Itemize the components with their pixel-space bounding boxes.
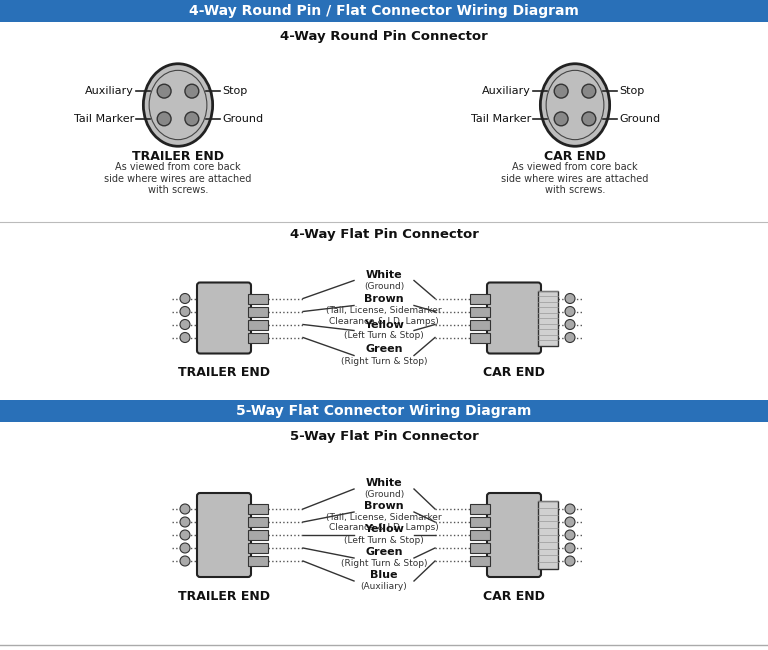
- Circle shape: [185, 84, 199, 98]
- Bar: [470, 320, 490, 330]
- Text: CAR END: CAR END: [483, 367, 545, 380]
- Text: Auxiliary: Auxiliary: [85, 86, 134, 96]
- Text: Ground: Ground: [619, 114, 660, 124]
- Text: Green: Green: [366, 344, 402, 354]
- Circle shape: [565, 504, 575, 514]
- Ellipse shape: [541, 64, 610, 146]
- Text: Brown: Brown: [364, 501, 404, 511]
- Text: (Right Turn & Stop): (Right Turn & Stop): [341, 559, 427, 568]
- Text: Auxiliary: Auxiliary: [482, 86, 531, 96]
- Bar: [470, 333, 490, 343]
- FancyBboxPatch shape: [487, 283, 541, 354]
- Bar: [248, 504, 268, 514]
- FancyBboxPatch shape: [197, 493, 251, 577]
- Bar: [248, 307, 268, 317]
- Circle shape: [554, 112, 568, 126]
- Circle shape: [582, 112, 596, 126]
- Text: White: White: [366, 270, 402, 280]
- Bar: [248, 320, 268, 330]
- Bar: [538, 501, 558, 569]
- Bar: [248, 543, 268, 553]
- Text: Yellow: Yellow: [364, 320, 404, 330]
- Text: (Ground): (Ground): [364, 490, 404, 499]
- FancyBboxPatch shape: [197, 283, 251, 354]
- Text: Brown: Brown: [364, 294, 404, 304]
- Circle shape: [185, 112, 199, 126]
- Circle shape: [565, 517, 575, 527]
- Circle shape: [582, 84, 596, 98]
- Circle shape: [180, 530, 190, 540]
- Circle shape: [180, 504, 190, 514]
- Bar: [248, 530, 268, 540]
- Circle shape: [565, 556, 575, 566]
- Text: CAR END: CAR END: [483, 590, 545, 603]
- Text: TRAILER END: TRAILER END: [178, 367, 270, 380]
- Text: Blue: Blue: [370, 570, 398, 580]
- Text: White: White: [366, 478, 402, 488]
- Bar: [470, 504, 490, 514]
- Text: 4-Way Flat Pin Connector: 4-Way Flat Pin Connector: [290, 228, 478, 241]
- Text: Ground: Ground: [222, 114, 263, 124]
- Bar: [470, 307, 490, 317]
- Text: Green: Green: [366, 547, 402, 557]
- Text: (Tail, License, Sidemarker
Clearance & I.D. Lamps): (Tail, License, Sidemarker Clearance & I…: [326, 513, 442, 532]
- Text: (Tail, License, Sidemarker
Clearance & I.D. Lamps): (Tail, License, Sidemarker Clearance & I…: [326, 307, 442, 326]
- Text: 4-Way Round Pin Connector: 4-Way Round Pin Connector: [280, 30, 488, 43]
- Bar: [470, 543, 490, 553]
- Circle shape: [565, 307, 575, 317]
- FancyBboxPatch shape: [487, 493, 541, 577]
- Circle shape: [180, 333, 190, 343]
- Circle shape: [554, 84, 568, 98]
- Bar: [248, 333, 268, 343]
- Text: CAR END: CAR END: [544, 150, 606, 163]
- Bar: [248, 556, 268, 566]
- Circle shape: [565, 530, 575, 540]
- Text: Tail Marker: Tail Marker: [471, 114, 531, 124]
- Text: (Ground): (Ground): [364, 281, 404, 291]
- Text: 4-Way Round Pin / Flat Connector Wiring Diagram: 4-Way Round Pin / Flat Connector Wiring …: [189, 4, 579, 18]
- Bar: [248, 294, 268, 304]
- Bar: [470, 530, 490, 540]
- Bar: [538, 291, 558, 346]
- Circle shape: [565, 543, 575, 553]
- Circle shape: [565, 320, 575, 330]
- Text: 5-Way Flat Connector Wiring Diagram: 5-Way Flat Connector Wiring Diagram: [237, 404, 531, 418]
- Text: TRAILER END: TRAILER END: [178, 590, 270, 603]
- Text: Stop: Stop: [222, 86, 247, 96]
- Circle shape: [180, 556, 190, 566]
- Text: (Left Turn & Stop): (Left Turn & Stop): [344, 536, 424, 545]
- Text: As viewed from core back
side where wires are attached
with screws.: As viewed from core back side where wire…: [502, 162, 649, 195]
- Circle shape: [180, 543, 190, 553]
- Circle shape: [180, 517, 190, 527]
- Text: (Left Turn & Stop): (Left Turn & Stop): [344, 332, 424, 341]
- Text: Yellow: Yellow: [364, 524, 404, 534]
- Text: Stop: Stop: [619, 86, 644, 96]
- Text: Tail Marker: Tail Marker: [74, 114, 134, 124]
- Circle shape: [157, 84, 171, 98]
- Circle shape: [180, 307, 190, 317]
- Bar: [470, 517, 490, 527]
- Bar: [248, 517, 268, 527]
- Text: (Auxiliary): (Auxiliary): [361, 582, 407, 591]
- Text: TRAILER END: TRAILER END: [132, 150, 224, 163]
- Bar: [470, 556, 490, 566]
- Bar: [0, 0, 768, 22]
- Ellipse shape: [144, 64, 213, 146]
- Text: (Right Turn & Stop): (Right Turn & Stop): [341, 356, 427, 365]
- Bar: [470, 294, 490, 304]
- Circle shape: [565, 333, 575, 343]
- Circle shape: [180, 294, 190, 304]
- Circle shape: [565, 294, 575, 304]
- Text: As viewed from core back
side where wires are attached
with screws.: As viewed from core back side where wire…: [104, 162, 252, 195]
- Circle shape: [180, 320, 190, 330]
- Text: 5-Way Flat Pin Connector: 5-Way Flat Pin Connector: [290, 430, 478, 443]
- Circle shape: [157, 112, 171, 126]
- Bar: [0, 400, 768, 422]
